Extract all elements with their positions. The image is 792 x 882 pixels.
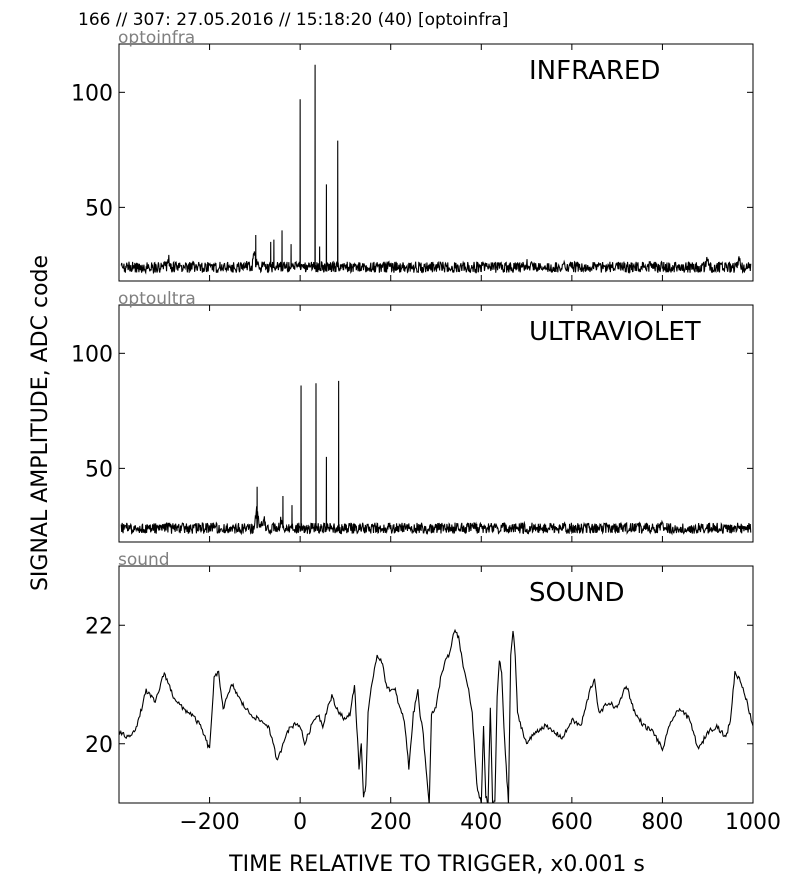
- y-tick-label: 100: [71, 342, 113, 367]
- y-tick-label: 20: [85, 733, 113, 758]
- y-axis-label: SIGNAL AMPLITUDE, ADC code: [28, 255, 53, 591]
- panel-tag: sound: [118, 550, 170, 570]
- x-axis-label: TIME RELATIVE TO TRIGGER, x0.001 s: [228, 852, 645, 877]
- panel-optoinfra: 50 100 optoinfra INFRARED: [71, 28, 754, 282]
- series-line-optoultra: [120, 380, 752, 536]
- y-tick-label: 100: [71, 81, 113, 106]
- x-tick-label: 200: [370, 810, 412, 835]
- y-tick-label: 22: [85, 614, 113, 639]
- panel-title: INFRARED: [529, 56, 660, 86]
- panel-sound: 20 22 −200 0 200 400 600 800 1000 sound SOUND: [85, 550, 781, 835]
- figure-title: 166 // 307: 27.05.2016 // 15:18:20 (40) …: [78, 10, 508, 30]
- panel-title: ULTRAVIOLET: [529, 317, 701, 347]
- x-tick-label: 800: [641, 810, 683, 835]
- plot-frame-optoultra: [118, 304, 754, 543]
- x-tick-label: 1000: [725, 810, 781, 835]
- plot-frame-optoinfra: [118, 43, 754, 282]
- x-tick-label: 600: [551, 810, 593, 835]
- series-line-sound: [119, 628, 753, 803]
- panel-title: SOUND: [529, 578, 624, 608]
- plot-frame-sound: [118, 565, 754, 804]
- x-tick-label: −200: [179, 810, 239, 835]
- x-tick-label: 400: [460, 810, 502, 835]
- y-tick-label: 50: [85, 196, 113, 221]
- panel-tag: optoultra: [118, 289, 196, 309]
- panel-tag: optoinfra: [118, 28, 195, 48]
- x-tick-label: 0: [293, 810, 307, 835]
- series-line-optoinfra: [120, 64, 752, 275]
- y-tick-label: 50: [85, 457, 113, 482]
- panel-optoultra: 50 100 optoultra ULTRAVIOLET: [71, 289, 754, 543]
